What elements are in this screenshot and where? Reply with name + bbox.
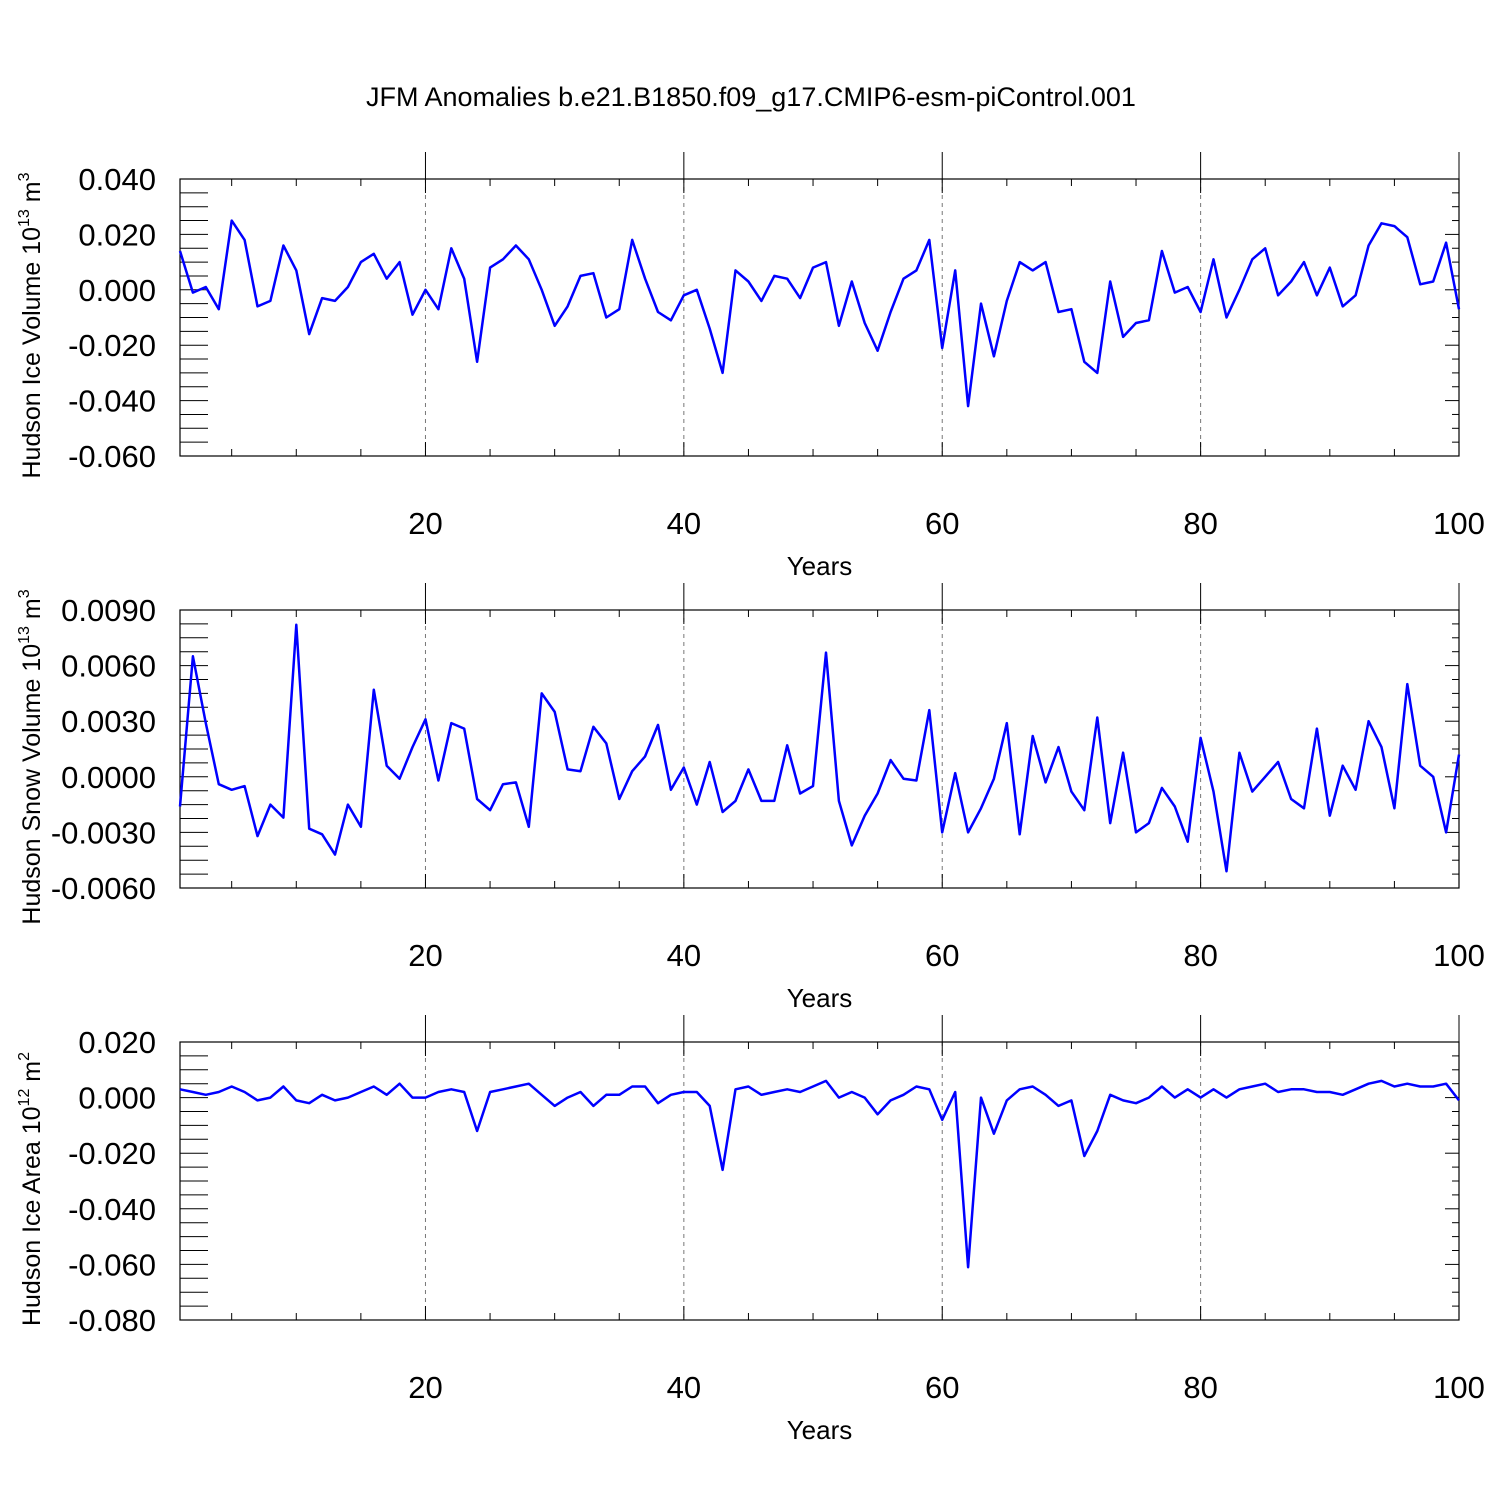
plot-frame (179, 178, 1460, 457)
x-tick-label: 100 (1433, 506, 1485, 541)
x-tick-label: 40 (667, 506, 701, 541)
x-axis-label: Years (787, 1415, 853, 1445)
x-tick-label: 60 (925, 1370, 959, 1405)
y-tick-label: 0.0060 (61, 649, 156, 684)
series-line-3 (179, 1079, 1460, 1269)
x-tick-label: 20 (408, 506, 442, 541)
y-tick-label: -0.080 (68, 1303, 156, 1338)
y-tick-label: -0.020 (68, 1136, 156, 1171)
x-tick-label: 60 (925, 938, 959, 973)
chart-panel-3: 0.020 0.000 -0.020 -0.040 -0.060 -0.080 20 40 60… (16, 1015, 1485, 1445)
series-line-1 (178, 219, 1461, 408)
x-tick-label: 80 (1183, 938, 1217, 973)
x-tick-label: 20 (408, 938, 442, 973)
x-axis-label: Years (787, 983, 853, 1013)
x-tick-label: 80 (1183, 1370, 1217, 1405)
y-axis-label: Hudson Snow Volume 1013 m3 (16, 589, 46, 924)
x-tick-label: 80 (1183, 506, 1217, 541)
x-tick-label: 100 (1433, 1370, 1485, 1405)
x-tick-label: 60 (925, 506, 959, 541)
x-tick-label: 40 (667, 1370, 701, 1405)
series-line-2 (178, 623, 1461, 873)
y-tick-label: 0.020 (78, 217, 156, 252)
y-tick-label: -0.060 (68, 1247, 156, 1282)
y-axis-label: Hudson Ice Area 1012 m2 (16, 1052, 46, 1326)
plot-frame (179, 609, 1460, 889)
x-axis-label: Years (787, 551, 853, 581)
chart-panel-1: 0.040 0.020 0.000 -0.020 -0.040 -0.060 20 40 60 8… (16, 152, 1485, 581)
y-tick-label: -0.060 (68, 439, 156, 474)
x-tick-label: 100 (1433, 938, 1485, 973)
y-tick-label: 0.000 (78, 1081, 156, 1116)
y-tick-label: 0.020 (78, 1025, 156, 1060)
y-tick-label: -0.0060 (51, 871, 156, 906)
y-tick-label: -0.0030 (51, 815, 156, 850)
y-tick-label: -0.020 (68, 328, 156, 363)
y-tick-label: 0.0000 (61, 760, 156, 795)
y-tick-label: -0.040 (68, 1192, 156, 1227)
y-tick-label: 0.040 (78, 162, 156, 197)
y-axis-label: Hudson Ice Volume 1013 m3 (16, 172, 46, 478)
y-tick-label: -0.040 (68, 384, 156, 419)
y-tick-label: 0.0090 (61, 593, 156, 628)
x-tick-label: 40 (667, 938, 701, 973)
y-tick-label: 0.000 (78, 273, 156, 308)
figure-title: JFM Anomalies b.e21.B1850.f09_g17.CMIP6-… (366, 82, 1136, 112)
y-tick-label: 0.0030 (61, 704, 156, 739)
x-tick-label: 20 (408, 1370, 442, 1405)
chart-panel-2: 0.0090 0.0060 0.0030 0.0000 -0.0030 -0.0060 20… (16, 583, 1485, 1013)
